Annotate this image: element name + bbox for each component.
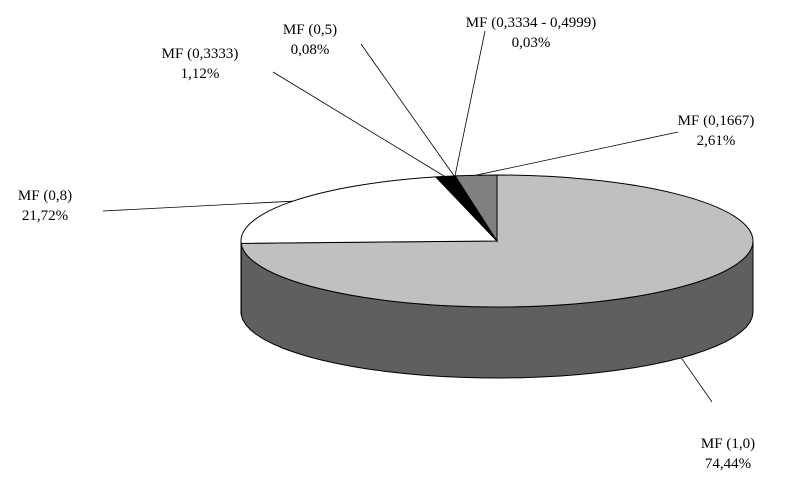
slice-value-label-mf-0-3334-0-4999: 0,03% [512,35,551,51]
slice-label-mf-0-8: MF (0,8) [18,188,72,204]
slice-value-label-mf-0-8: 21,72% [22,208,68,224]
leader-lines [102,30,713,403]
slice-value-label-mf-0-5: 0,08% [291,42,330,58]
slice-value-label-mf-0-3333: 1,12% [181,66,220,82]
slice-label-mf-0-3334-0-4999: MF (0,3334 - 0,4999) [466,15,596,31]
leader-line-mf-0-5 [360,43,455,177]
slice-value-label-mf-0-1667: 2,61% [697,133,736,149]
leader-line-mf-0-3334-0-4999 [454,30,486,176]
slice-label-mf-1-0: MF (1,0) [701,436,755,452]
slice-label-mf-0-1667: MF (0,1667) [678,113,755,129]
slice-labels: MF (1,0) 74,44% MF (0,8) 21,72% MF (0,3333) 1… [18,15,755,472]
leader-line-mf-0-8 [102,200,293,212]
leader-line-mf-0-3333 [272,71,445,177]
pie-top-layer [240,174,754,308]
slice-mf-0-8 [240,176,499,244]
leader-line-mf-0-1667 [475,131,679,176]
slice-value-label-mf-1-0: 74,44% [705,456,751,472]
slice-label-mf-0-5: MF (0,5) [283,22,337,38]
slice-label-mf-0-3333: MF (0,3333) [162,46,239,62]
leader-line-mf-1-0 [680,357,713,403]
